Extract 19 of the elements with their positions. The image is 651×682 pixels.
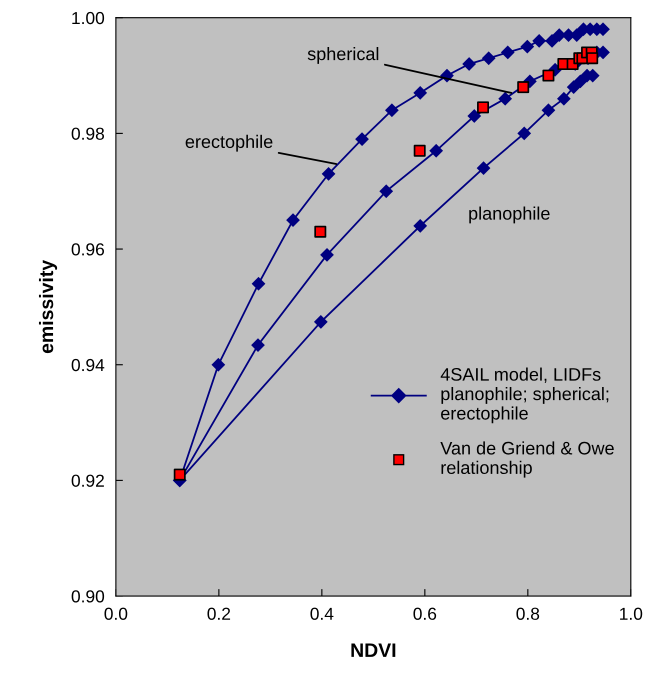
annotation: planophile — [469, 206, 550, 224]
y-tick-label: 0.92 — [72, 474, 104, 487]
y-tick-label: 0.96 — [72, 243, 104, 256]
y-tick-label: 0.94 — [72, 358, 104, 372]
y-tick-label: 0.90 — [72, 590, 104, 603]
y-tick-label: 1.00 — [72, 12, 104, 24]
y-axis-title: emissivity — [38, 260, 58, 354]
x-axis-title: NDVI — [351, 644, 396, 657]
x-tick-label: 0.4 — [310, 608, 334, 620]
x-tick-label: 1.0 — [620, 608, 642, 620]
x-tick-label: 0.2 — [207, 608, 230, 620]
legend-label: Van de Griend & Owe relationship — [440, 441, 614, 478]
x-tick-label: 0.8 — [516, 608, 540, 620]
x-tick-label: 0.6 — [413, 608, 436, 620]
annotation: spherical — [308, 47, 378, 64]
annotation: erectophile — [186, 134, 272, 152]
x-tick-label: 0.0 — [104, 608, 128, 620]
legend-label: 4SAIL model, LIDFs planophile; spherical; erectophile — [440, 368, 608, 424]
y-tick-label: 0.98 — [72, 128, 104, 140]
